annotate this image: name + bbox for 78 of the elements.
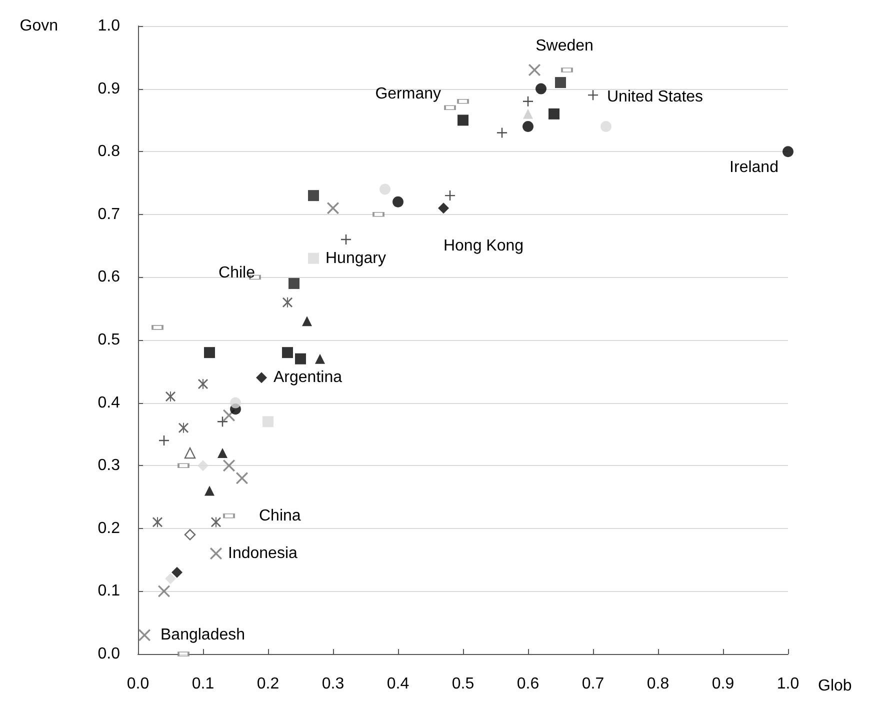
annotation: Chile: [218, 264, 256, 282]
point: [198, 378, 208, 389]
point: [166, 392, 176, 402]
point: [295, 353, 306, 364]
x-tick-label: 1.0: [776, 676, 800, 692]
x-tick-label: 0.9: [712, 676, 734, 692]
point: [522, 120, 534, 132]
x-tick-label: 0.6: [516, 676, 540, 692]
y-tick-label: 0.7: [98, 206, 120, 223]
point: [282, 297, 292, 308]
point: [204, 486, 214, 496]
point: [315, 354, 325, 364]
point: [308, 190, 319, 202]
point: [392, 196, 404, 208]
x-tick-label: 0.8: [646, 676, 670, 692]
point: [458, 114, 468, 126]
point: [218, 448, 228, 458]
point: [230, 397, 241, 408]
annotation: Germany: [375, 86, 441, 103]
y-tick-label: 0.5: [98, 332, 120, 348]
point: [210, 548, 222, 560]
point: [262, 416, 274, 428]
y-axis-title: Govn: [20, 18, 58, 34]
point: [536, 83, 546, 94]
point: [600, 120, 612, 132]
point: [782, 146, 794, 158]
point: [198, 460, 208, 472]
point: [555, 77, 566, 88]
x-tick-label: 0.7: [582, 676, 604, 692]
point: [178, 422, 188, 433]
x-axis-title: Glob: [818, 678, 852, 694]
point: [184, 529, 196, 540]
point: [523, 108, 533, 119]
point: [288, 278, 300, 289]
point: [223, 460, 235, 472]
point: [138, 629, 150, 642]
annotation: Sweden: [536, 37, 594, 54]
annotation: Bangladesh: [160, 626, 246, 644]
point: [282, 347, 293, 358]
annotation: Hungary: [326, 250, 386, 267]
point: [497, 128, 507, 138]
y-tick-label: 0.0: [98, 646, 120, 662]
annotation: Ireland: [730, 159, 778, 176]
point: [236, 472, 248, 484]
point: [204, 347, 215, 358]
point: [308, 252, 319, 264]
annotation: Indonesia: [228, 545, 298, 562]
y-tick-label: 0.2: [98, 520, 120, 537]
x-tick-label: 0.2: [256, 676, 280, 692]
y-tick-label: 0.1: [98, 582, 120, 600]
y-tick-label: 0.8: [98, 143, 120, 160]
x-tick-label: 0.5: [452, 676, 474, 692]
y-tick-label: 0.3: [98, 457, 120, 474]
point: [211, 517, 221, 528]
point: [158, 585, 170, 598]
annotation: China: [259, 507, 301, 524]
point: [302, 316, 312, 326]
y-tick-label: 0.4: [98, 394, 120, 412]
y-tick-label: 0.9: [98, 80, 120, 98]
annotation: Argentina: [274, 369, 342, 386]
annotation: Hong Kong: [443, 238, 524, 255]
point: [528, 64, 540, 76]
x-tick-label: 0.1: [192, 676, 214, 692]
point: [165, 573, 176, 584]
y-tick-label: 1.0: [98, 18, 120, 34]
point: [548, 108, 560, 120]
point: [380, 184, 390, 195]
point: [256, 372, 267, 384]
point: [184, 447, 196, 459]
annotation: United States: [607, 88, 704, 106]
point: [152, 517, 162, 528]
point: [172, 566, 182, 578]
x-tick-label: 0.4: [386, 676, 410, 692]
x-tick-label: 0.0: [126, 676, 150, 692]
y-tick-label: 0.6: [98, 268, 120, 286]
point: [438, 202, 449, 214]
point: [327, 202, 339, 214]
x-tick-label: 0.3: [322, 676, 344, 692]
